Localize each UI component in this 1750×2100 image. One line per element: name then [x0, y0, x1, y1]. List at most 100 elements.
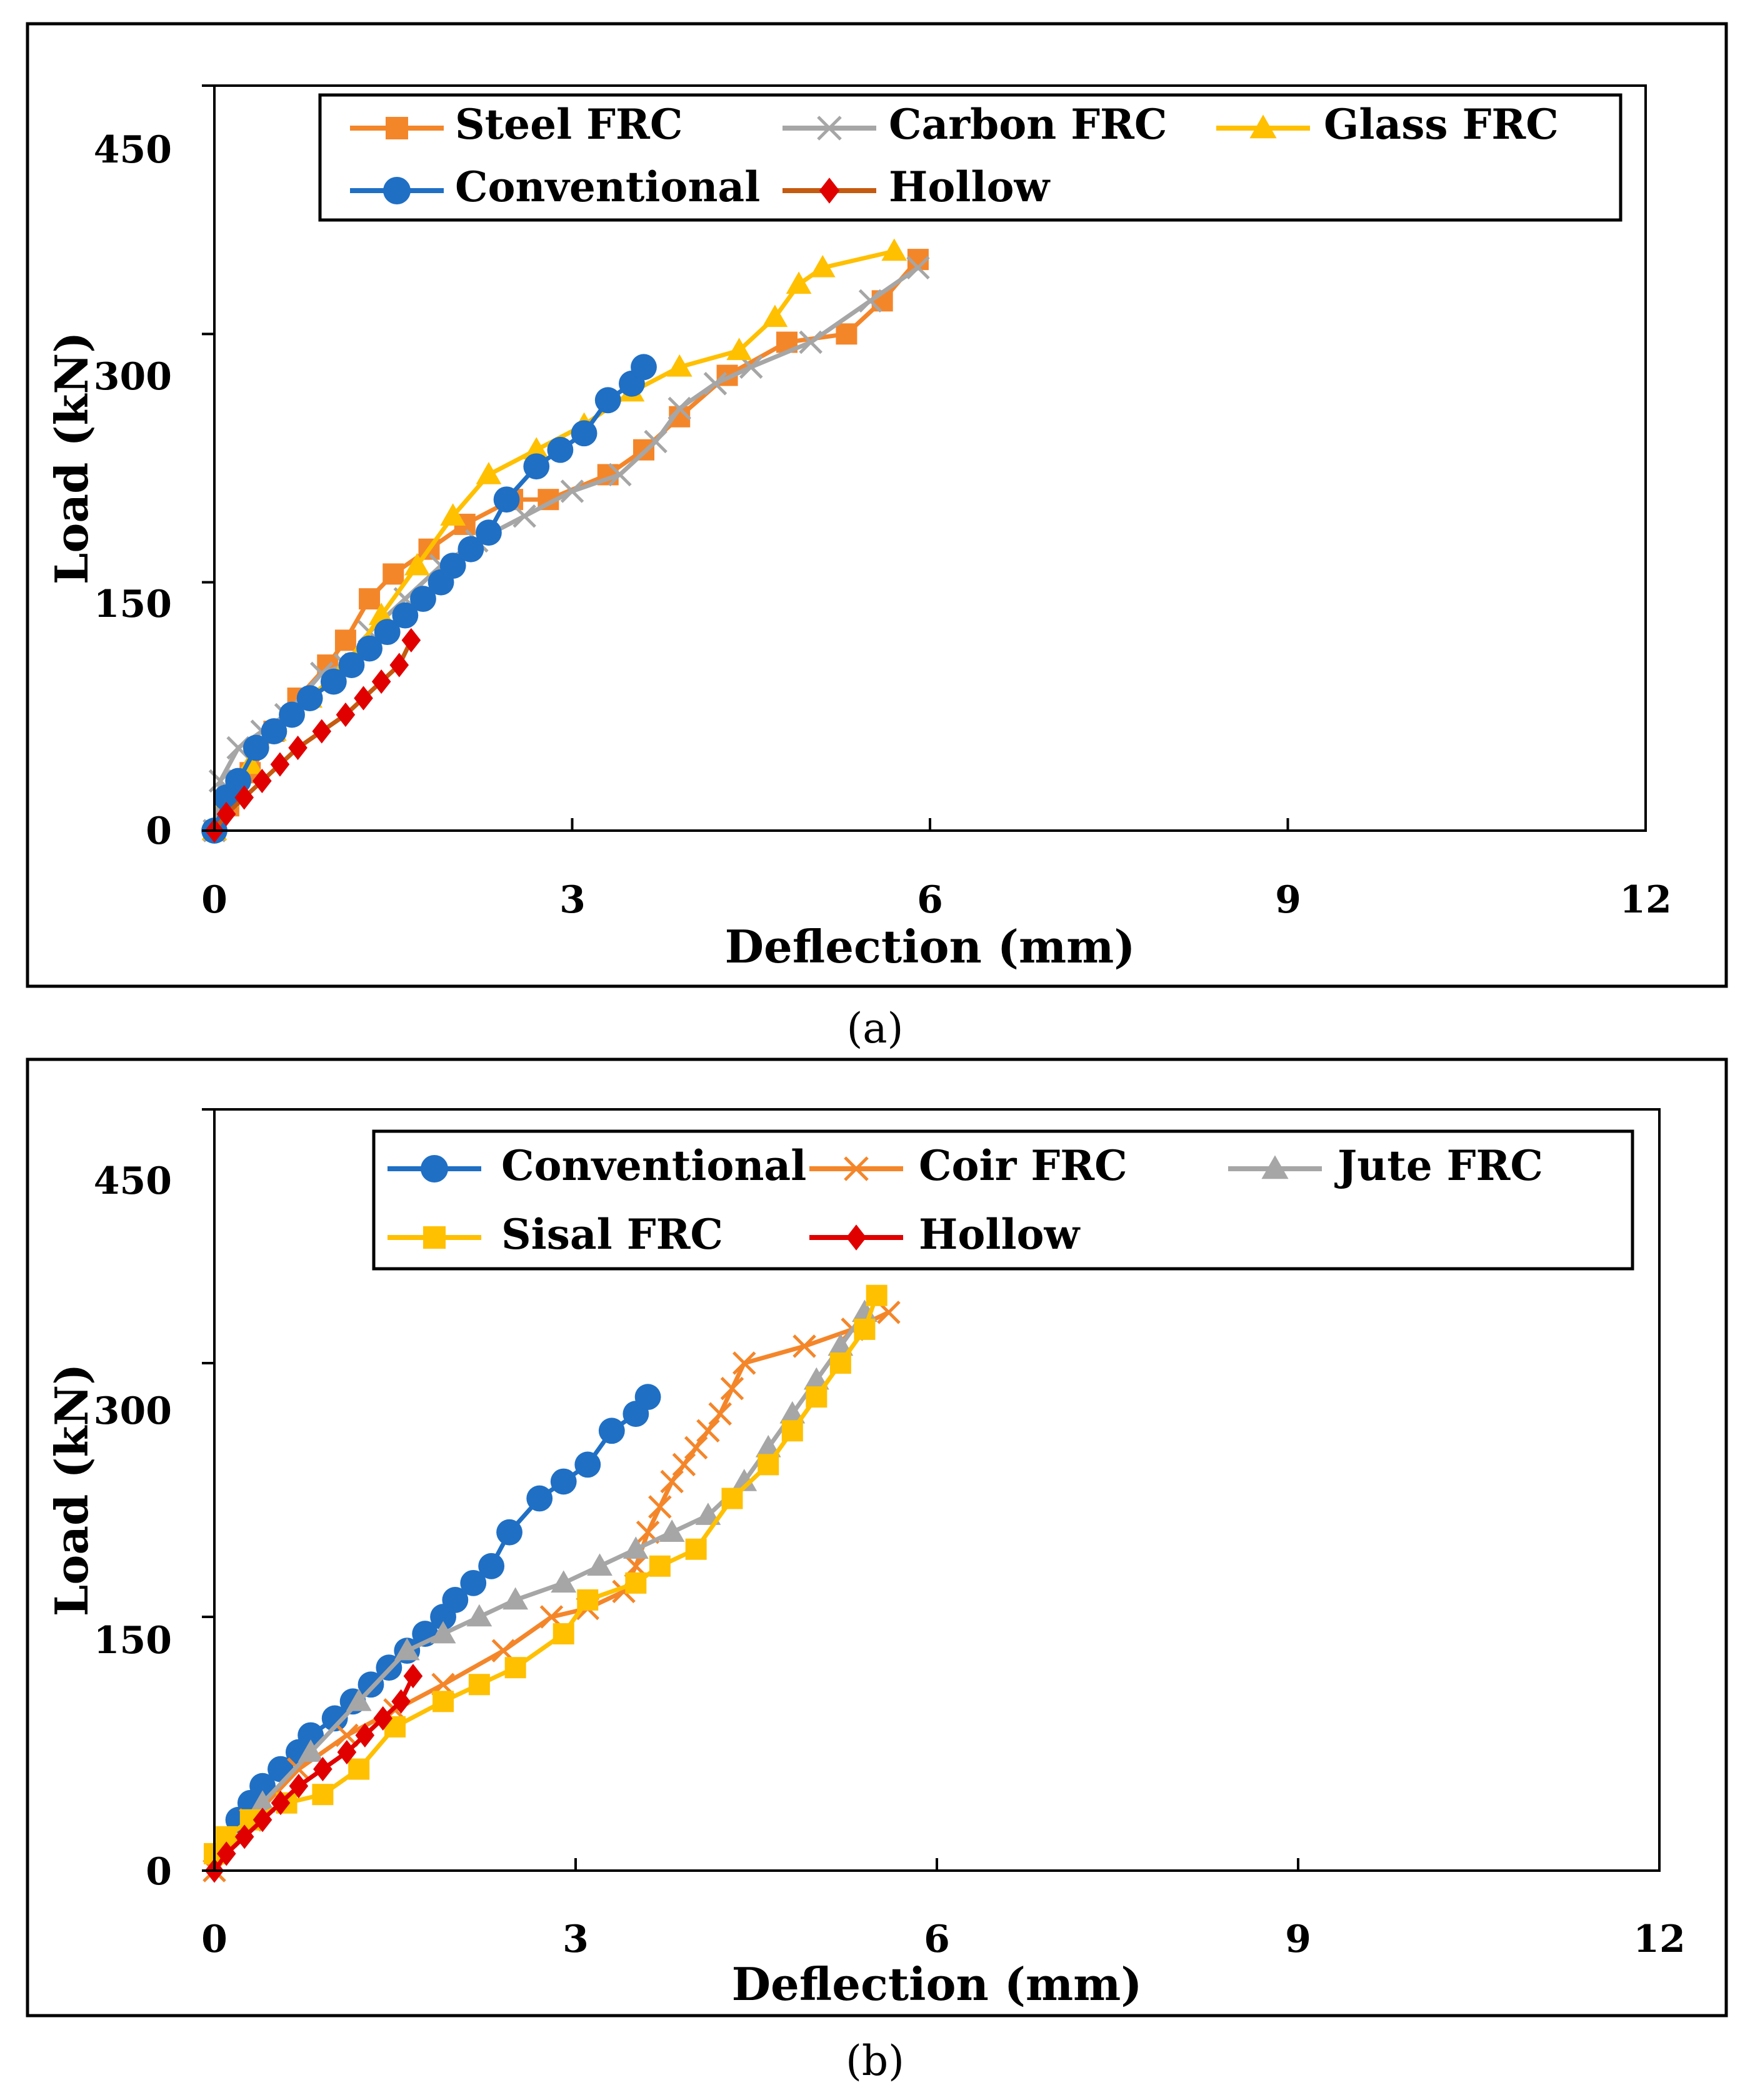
legend-marker — [1249, 114, 1277, 139]
y-tick-label: 150 — [94, 1619, 172, 1662]
legend-label: Conventional — [455, 162, 760, 211]
y-tick-label: 0 — [146, 809, 172, 853]
data-point-conventional — [594, 387, 621, 414]
legend-marker — [1261, 1155, 1289, 1179]
data-point-hollow — [373, 1706, 393, 1731]
x-axis-title: Deflection (mm) — [725, 920, 1136, 973]
data-point-hollow — [252, 1808, 272, 1832]
data-point-coir-frc — [732, 1351, 756, 1375]
data-point-conventional — [631, 354, 657, 381]
data-point-sisal-frc — [348, 1758, 370, 1780]
caption-b: (b) — [846, 2037, 904, 2085]
legend-swatch-glass-frc — [1216, 114, 1310, 139]
data-point-hollow — [354, 686, 373, 711]
legend-swatch-hollow — [782, 178, 876, 204]
data-point-hollow — [336, 702, 356, 728]
x-tick-label: 6 — [917, 878, 943, 922]
y-tick-label: 300 — [94, 1389, 172, 1433]
data-point-sisal-frc — [829, 1352, 851, 1374]
data-point-hollow — [337, 1739, 357, 1765]
data-point-jute-frc — [695, 1502, 721, 1525]
data-point-hollow — [371, 669, 391, 694]
plot-area-a — [201, 238, 930, 844]
data-point-hollow — [270, 752, 290, 777]
legend-label: Sisal FRC — [501, 1210, 723, 1259]
data-point-conventional — [523, 453, 550, 480]
data-point-jute-frc — [551, 1570, 577, 1593]
data-point-carbon-frc — [668, 396, 692, 421]
data-point-jute-frc — [731, 1469, 758, 1491]
panel-a: 0 3 6 9 12 0 150 300 450 Deflection (mm)… — [26, 22, 1728, 988]
data-point-conventional — [496, 1519, 522, 1546]
legend-marker — [421, 1155, 448, 1182]
data-point-jute-frc — [430, 1621, 456, 1644]
data-point-glass-frc — [476, 462, 502, 484]
data-point-conventional — [547, 436, 574, 463]
data-point-conventional — [442, 1587, 469, 1613]
data-point-conventional — [493, 486, 520, 513]
data-point-conventional — [249, 1772, 276, 1799]
data-point-carbon-frc — [858, 289, 882, 313]
data-point-conventional — [410, 586, 436, 612]
legend-swatch-jute-frc — [1228, 1155, 1322, 1179]
series-jute-frc — [249, 1299, 878, 1813]
legend-marker — [844, 1156, 869, 1181]
data-point-jute-frc — [659, 1519, 685, 1542]
data-point-jute-frc — [779, 1401, 806, 1424]
series-hollow — [204, 1664, 423, 1883]
data-point-sisal-frc — [854, 1318, 876, 1340]
data-point-sisal-frc — [685, 1538, 707, 1560]
legend-box-b — [372, 1129, 1634, 1271]
legend-label: Steel FRC — [455, 100, 682, 149]
x-tick-label: 9 — [1285, 1918, 1311, 1961]
data-point-sisal-frc — [432, 1691, 454, 1712]
data-point-coir-frc — [720, 1376, 744, 1401]
data-point-hollow — [252, 768, 272, 794]
data-point-coir-frc — [672, 1452, 696, 1477]
data-point-conventional — [574, 1451, 601, 1478]
data-point-glass-frc — [404, 552, 430, 576]
data-point-glass-frc — [762, 304, 788, 328]
data-point-jute-frc — [587, 1553, 612, 1576]
data-point-conventional — [550, 1468, 577, 1495]
data-point-jute-frc — [249, 1790, 276, 1813]
data-point-carbon-frc — [799, 330, 822, 354]
legend-box-a — [318, 93, 1622, 222]
x-tick-label: 0 — [201, 878, 228, 922]
data-point-hollow — [234, 785, 254, 810]
data-point-jute-frc — [622, 1536, 649, 1559]
data-point-jute-frc — [755, 1434, 781, 1458]
data-point-hollow — [389, 652, 409, 678]
data-point-glass-frc — [786, 271, 812, 294]
data-point-steel-frc — [334, 629, 356, 651]
data-point-conventional — [476, 519, 502, 546]
data-point-jute-frc — [298, 1739, 324, 1762]
legend-label: Conventional — [501, 1141, 806, 1190]
data-point-conventional — [296, 685, 323, 711]
data-point-coir-frc — [648, 1495, 672, 1519]
data-point-sisal-frc — [806, 1386, 828, 1408]
data-point-sisal-frc — [721, 1488, 743, 1509]
legend-swatch-sisal-frc — [388, 1226, 481, 1249]
legend-marker — [819, 178, 840, 204]
y-tick-label: 300 — [94, 355, 172, 399]
legend-a: Steel FRC Carbon FRC Glass FRC Conventio… — [318, 93, 1622, 222]
legend-swatch-steel-frc — [350, 117, 444, 139]
data-point-jute-frc — [502, 1587, 529, 1610]
legend-marker — [817, 116, 842, 141]
data-point-conventional — [321, 1705, 348, 1732]
legend-swatch-conventional — [388, 1155, 481, 1182]
data-point-hollow — [216, 1841, 236, 1866]
x-tick-label: 12 — [1619, 878, 1672, 922]
data-point-coir-frc — [287, 1757, 311, 1781]
data-point-jute-frc — [394, 1638, 420, 1661]
data-point-conventional — [458, 536, 484, 562]
x-axis-title: Deflection (mm) — [732, 1958, 1142, 2011]
x-tick-label: 12 — [1633, 1918, 1686, 1961]
data-point-carbon-frc — [608, 462, 632, 487]
data-point-hollow — [403, 1664, 423, 1689]
data-point-coir-frc — [660, 1469, 684, 1494]
data-point-steel-frc — [382, 563, 404, 585]
data-point-carbon-frc — [644, 429, 668, 454]
x-tick-label: 6 — [924, 1918, 950, 1961]
